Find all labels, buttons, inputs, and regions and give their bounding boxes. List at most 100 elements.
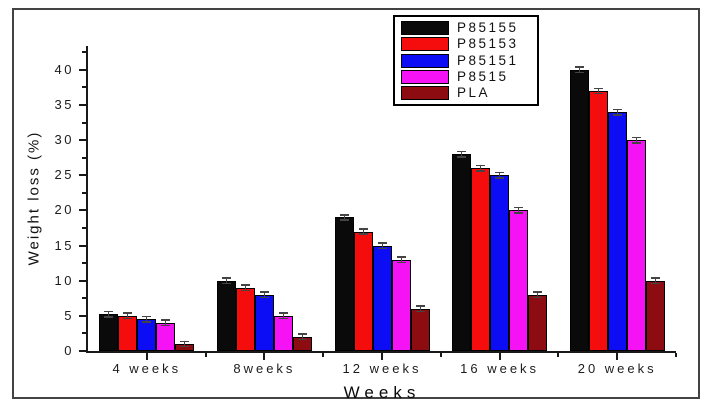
error-bar-whisker	[362, 229, 364, 234]
error-bar-cap-top	[574, 66, 584, 68]
bar-PLA-12 weeks	[410, 308, 430, 351]
y-tick-label: 5	[64, 307, 74, 323]
y-minor-tick	[82, 262, 86, 265]
error-bar-whisker	[165, 320, 167, 326]
error-bar-cap-top	[457, 150, 467, 153]
legend-label: P85153	[457, 36, 519, 52]
x-minor-tick	[204, 353, 207, 357]
error-bar-whisker	[461, 151, 463, 157]
error-bar-cap-top	[297, 333, 307, 335]
error-bar-whisker	[518, 207, 520, 213]
error-bar-cap-bottom	[240, 289, 250, 292]
bar-P85151-12 weeks	[372, 245, 392, 351]
x-minor-tick	[439, 353, 442, 357]
y-axis-line	[86, 46, 88, 353]
error-bar-whisker	[597, 88, 599, 94]
error-bar-cap-top	[533, 291, 543, 293]
error-bar-cap-bottom	[457, 156, 467, 158]
y-axis-title: Weight loss (%)	[25, 130, 43, 266]
error-bar-cap-bottom	[297, 338, 307, 341]
x-major-tick	[616, 353, 619, 360]
y-minor-tick	[82, 156, 86, 159]
error-bar-cap-top	[142, 315, 152, 318]
bar-P85155-12 weeks	[334, 217, 354, 351]
x-axis-title: Weeks	[343, 383, 421, 402]
error-bar-cap-bottom	[123, 317, 133, 320]
bar-P8515-8weeks	[273, 315, 293, 351]
error-bar-whisker	[537, 292, 539, 298]
error-bar-whisker	[654, 278, 656, 284]
error-bar-cap-top	[221, 277, 231, 279]
bar-P85151-4 weeks	[137, 319, 157, 351]
x-tick-label: 8weeks	[233, 361, 296, 376]
y-major-tick	[79, 174, 86, 177]
error-bar-cap-bottom	[377, 247, 387, 250]
error-bar-cap-bottom	[142, 321, 152, 323]
error-bar-whisker	[146, 316, 148, 322]
x-minor-tick	[675, 353, 677, 357]
y-major-tick	[79, 139, 86, 142]
y-major-tick	[79, 209, 86, 212]
error-bar-cap-bottom	[514, 212, 524, 214]
bar-P85151-8weeks	[254, 294, 274, 351]
error-bar-cap-bottom	[104, 316, 114, 318]
error-bar-whisker	[108, 311, 110, 317]
error-bar-whisker	[381, 243, 383, 249]
x-tick-label: 4 weeks	[112, 361, 182, 376]
error-bar-cap-top	[396, 256, 406, 258]
error-bar-cap-top	[180, 340, 190, 342]
y-major-tick	[79, 314, 86, 317]
y-tick-label: 40	[54, 61, 74, 77]
error-bar-whisker	[282, 313, 284, 319]
bar-P8515-16 weeks	[509, 210, 529, 351]
y-minor-tick	[82, 51, 86, 54]
bar-P85155-20 weeks	[569, 69, 589, 351]
error-bar-cap-bottom	[339, 219, 349, 221]
bar-P8515-20 weeks	[626, 140, 646, 351]
x-major-tick	[145, 353, 148, 360]
y-tick-label: 30	[54, 132, 74, 148]
error-bar-cap-top	[123, 312, 133, 314]
legend-label: P85155	[457, 20, 519, 35]
error-bar-cap-top	[495, 171, 505, 174]
error-bar-whisker	[578, 67, 580, 73]
y-tick-label: 25	[54, 167, 74, 183]
error-bar-cap-top	[104, 310, 114, 313]
error-bar-cap-top	[240, 284, 250, 286]
error-bar-cap-top	[161, 319, 171, 321]
x-major-tick	[498, 353, 501, 360]
legend-swatch-P85155	[401, 21, 449, 35]
y-major-tick	[79, 244, 86, 247]
legend-item-PLA: PLA	[401, 86, 531, 100]
x-minor-tick	[322, 353, 325, 357]
error-bar-cap-top	[358, 228, 368, 230]
error-bar-cap-bottom	[180, 345, 190, 348]
error-bar-cap-top	[339, 214, 349, 216]
legend-item-P85153: P85153	[401, 36, 531, 52]
y-tick-label: 35	[54, 97, 74, 113]
x-tick-label: 16 weeks	[460, 361, 540, 376]
y-tick-label: 20	[54, 202, 74, 218]
error-bar-cap-top	[377, 242, 387, 244]
y-tick-label: 0	[64, 343, 74, 358]
bar-PLA-16 weeks	[528, 294, 548, 351]
y-major-tick	[79, 68, 86, 71]
bar-P85153-20 weeks	[588, 90, 608, 351]
bar-P85153-8weeks	[235, 287, 255, 351]
error-bar-cap-top	[631, 136, 641, 139]
error-bar-cap-bottom	[358, 233, 368, 235]
bar-P85155-8weeks	[216, 280, 236, 351]
y-minor-tick	[82, 332, 86, 335]
error-bar-cap-bottom	[476, 170, 486, 172]
error-bar-cap-bottom	[574, 71, 584, 74]
y-minor-tick	[82, 297, 86, 300]
error-bar-cap-bottom	[533, 296, 543, 299]
error-bar-whisker	[480, 165, 482, 171]
error-bar-whisker	[616, 109, 618, 115]
error-bar-whisker	[635, 137, 637, 143]
error-bar-cap-bottom	[631, 142, 641, 144]
x-tick-label: 12 weeks	[342, 361, 422, 376]
bar-P85155-16 weeks	[452, 154, 472, 351]
x-axis-line	[86, 351, 676, 353]
